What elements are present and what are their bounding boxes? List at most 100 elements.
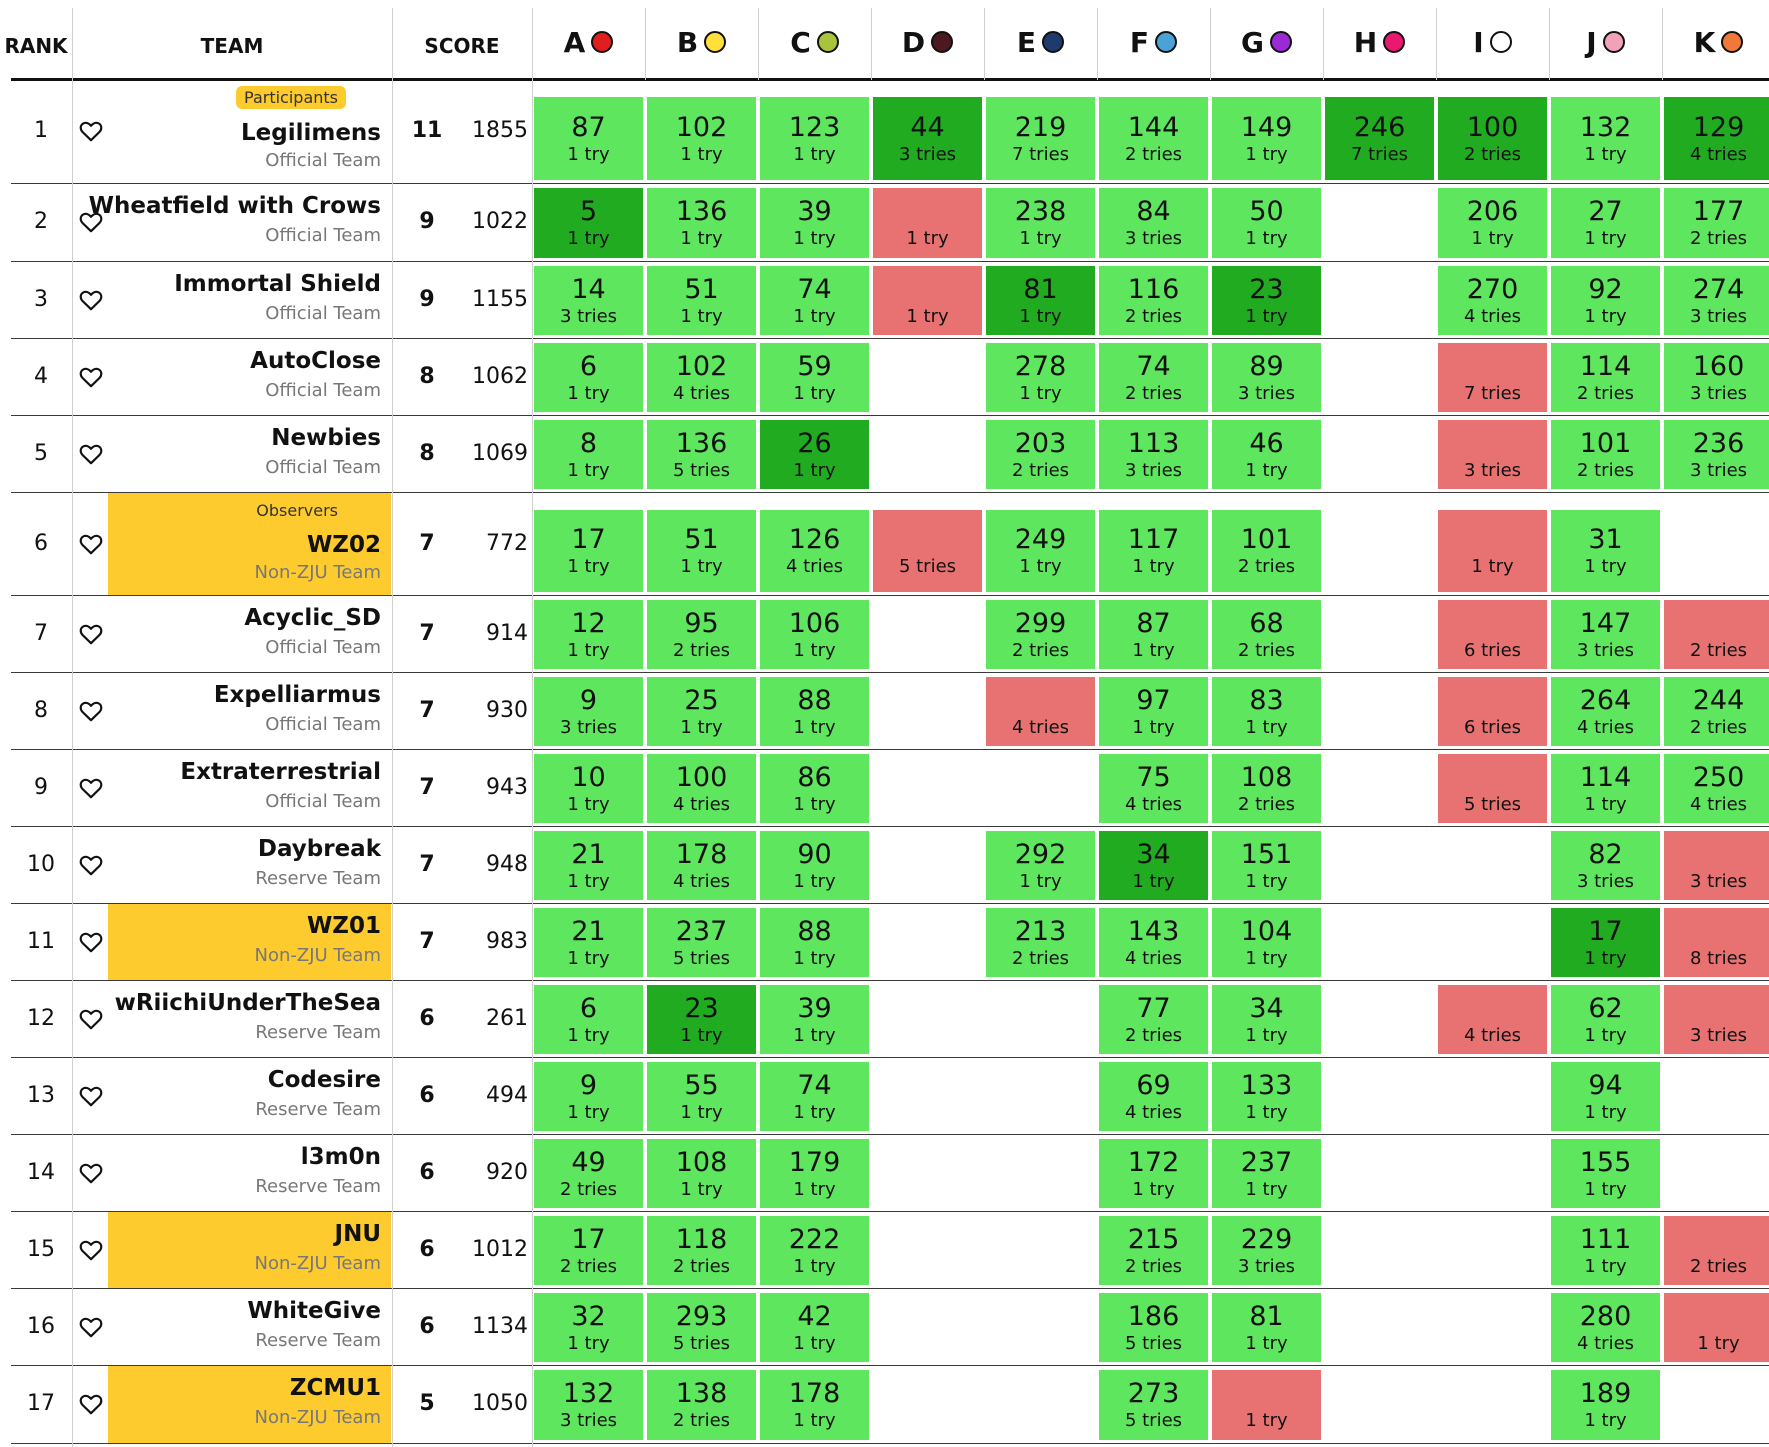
team-name[interactable]: Extraterrestrial [180, 758, 381, 785]
problem-cell-accepted[interactable]: 222 1 try [760, 1216, 869, 1285]
problem-cell-accepted[interactable]: 108 2 tries [1212, 754, 1321, 823]
favorite-heart-icon[interactable] [78, 1083, 104, 1109]
problem-cell-accepted[interactable]: 292 1 try [986, 831, 1095, 900]
favorite-heart-icon[interactable] [78, 441, 104, 467]
problem-cell-accepted[interactable]: 206 1 try [1438, 188, 1547, 258]
problem-cell-accepted[interactable]: 74 2 tries [1099, 343, 1208, 412]
problem-cell-accepted[interactable]: 213 2 tries [986, 908, 1095, 977]
problem-cell-accepted[interactable]: 177 2 tries [1664, 188, 1769, 258]
problem-cell-accepted[interactable]: 136 1 try [647, 188, 756, 258]
problem-header-c[interactable]: C [758, 18, 871, 66]
problem-cell-rejected[interactable]: 1 try [873, 188, 982, 258]
score-header[interactable]: SCORE [424, 34, 500, 58]
problem-cell-accepted[interactable]: 89 3 tries [1212, 343, 1321, 412]
problem-cell-accepted[interactable]: 87 1 try [534, 97, 643, 180]
problem-cell-accepted[interactable]: 86 1 try [760, 754, 869, 823]
favorite-heart-icon[interactable] [78, 531, 104, 557]
problem-cell-accepted[interactable]: 132 1 try [1551, 97, 1660, 180]
problem-cell-rejected[interactable]: 5 tries [873, 510, 982, 592]
problem-cell-accepted[interactable]: 113 3 tries [1099, 420, 1208, 489]
problem-cell-accepted[interactable]: 278 1 try [986, 343, 1095, 412]
problem-header-g[interactable]: G [1210, 18, 1323, 66]
problem-cell-first-blood[interactable]: 81 1 try [986, 266, 1095, 335]
team-name[interactable]: AutoClose [250, 347, 381, 374]
problem-cell-accepted[interactable]: 136 5 tries [647, 420, 756, 489]
problem-cell-accepted[interactable]: 114 1 try [1551, 754, 1660, 823]
problem-cell-accepted[interactable]: 90 1 try [760, 831, 869, 900]
problem-cell-rejected[interactable]: 4 tries [1438, 985, 1547, 1054]
favorite-heart-icon[interactable] [78, 621, 104, 647]
favorite-heart-icon[interactable] [78, 775, 104, 801]
problem-cell-accepted[interactable]: 147 3 tries [1551, 600, 1660, 669]
favorite-heart-icon[interactable] [78, 1160, 104, 1186]
problem-cell-accepted[interactable]: 117 1 try [1099, 510, 1208, 592]
problem-cell-accepted[interactable]: 237 1 try [1212, 1139, 1321, 1208]
problem-cell-accepted[interactable]: 111 1 try [1551, 1216, 1660, 1285]
problem-cell-accepted[interactable]: 270 4 tries [1438, 266, 1547, 335]
favorite-heart-icon[interactable] [78, 852, 104, 878]
problem-cell-accepted[interactable]: 132 3 tries [534, 1370, 643, 1440]
problem-cell-accepted[interactable]: 10 1 try [534, 754, 643, 823]
problem-cell-accepted[interactable]: 172 1 try [1099, 1139, 1208, 1208]
problem-cell-accepted[interactable]: 151 1 try [1212, 831, 1321, 900]
problem-cell-rejected[interactable]: 6 tries [1438, 600, 1547, 669]
problem-cell-rejected[interactable]: 6 tries [1438, 677, 1547, 746]
favorite-heart-icon[interactable] [78, 287, 104, 313]
problem-cell-first-blood[interactable]: 44 3 tries [873, 97, 982, 180]
problem-cell-accepted[interactable]: 75 4 tries [1099, 754, 1208, 823]
team-name[interactable]: Acyclic_SD [244, 604, 381, 631]
problem-cell-accepted[interactable]: 42 1 try [760, 1293, 869, 1362]
problem-cell-accepted[interactable]: 92 1 try [1551, 266, 1660, 335]
problem-cell-accepted[interactable]: 143 4 tries [1099, 908, 1208, 977]
problem-cell-accepted[interactable]: 82 3 tries [1551, 831, 1660, 900]
problem-cell-first-blood[interactable]: 23 1 try [647, 985, 756, 1054]
problem-cell-accepted[interactable]: 236 3 tries [1664, 420, 1769, 489]
problem-cell-accepted[interactable]: 95 2 tries [647, 600, 756, 669]
team-name[interactable]: JNU [334, 1220, 381, 1247]
problem-cell-first-blood[interactable]: 23 1 try [1212, 266, 1321, 335]
problem-cell-accepted[interactable]: 17 2 tries [534, 1216, 643, 1285]
problem-cell-accepted[interactable]: 39 1 try [760, 188, 869, 258]
problem-cell-first-blood[interactable]: 100 2 tries [1438, 97, 1547, 180]
team-name[interactable]: WhiteGive [247, 1297, 381, 1324]
problem-cell-accepted[interactable]: 280 4 tries [1551, 1293, 1660, 1362]
problem-cell-rejected[interactable]: 1 try [1664, 1293, 1769, 1362]
problem-cell-accepted[interactable]: 186 5 tries [1099, 1293, 1208, 1362]
problem-cell-accepted[interactable]: 100 4 tries [647, 754, 756, 823]
problem-cell-accepted[interactable]: 155 1 try [1551, 1139, 1660, 1208]
problem-header-f[interactable]: F [1097, 18, 1210, 66]
problem-cell-accepted[interactable]: 249 1 try [986, 510, 1095, 592]
problem-cell-accepted[interactable]: 51 1 try [647, 266, 756, 335]
problem-cell-accepted[interactable]: 116 2 tries [1099, 266, 1208, 335]
problem-cell-accepted[interactable]: 74 1 try [760, 1062, 869, 1131]
problem-cell-accepted[interactable]: 25 1 try [647, 677, 756, 746]
team-name[interactable]: WZ02 [306, 532, 381, 558]
problem-cell-accepted[interactable]: 59 1 try [760, 343, 869, 412]
problem-cell-accepted[interactable]: 88 1 try [760, 677, 869, 746]
problem-cell-rejected[interactable]: 1 try [1212, 1370, 1321, 1440]
problem-cell-first-blood[interactable]: 26 1 try [760, 420, 869, 489]
problem-cell-first-blood[interactable]: 129 4 tries [1664, 97, 1769, 180]
favorite-heart-icon[interactable] [78, 364, 104, 390]
problem-cell-accepted[interactable]: 102 4 tries [647, 343, 756, 412]
problem-cell-accepted[interactable]: 106 1 try [760, 600, 869, 669]
problem-cell-accepted[interactable]: 237 5 tries [647, 908, 756, 977]
problem-cell-accepted[interactable]: 46 1 try [1212, 420, 1321, 489]
problem-header-d[interactable]: D [871, 18, 984, 66]
problem-cell-accepted[interactable]: 14 3 tries [534, 266, 643, 335]
problem-cell-accepted[interactable]: 203 2 tries [986, 420, 1095, 489]
problem-cell-accepted[interactable]: 250 4 tries [1664, 754, 1769, 823]
problem-cell-accepted[interactable]: 114 2 tries [1551, 343, 1660, 412]
favorite-heart-icon[interactable] [78, 1006, 104, 1032]
problem-cell-accepted[interactable]: 21 1 try [534, 831, 643, 900]
team-name[interactable]: Wheatfield with Crows [88, 193, 381, 219]
problem-cell-rejected[interactable]: 7 tries [1438, 343, 1547, 412]
problem-cell-accepted[interactable]: 133 1 try [1212, 1062, 1321, 1131]
problem-cell-accepted[interactable]: 97 1 try [1099, 677, 1208, 746]
problem-cell-rejected[interactable]: 5 tries [1438, 754, 1547, 823]
problem-cell-accepted[interactable]: 126 4 tries [760, 510, 869, 592]
